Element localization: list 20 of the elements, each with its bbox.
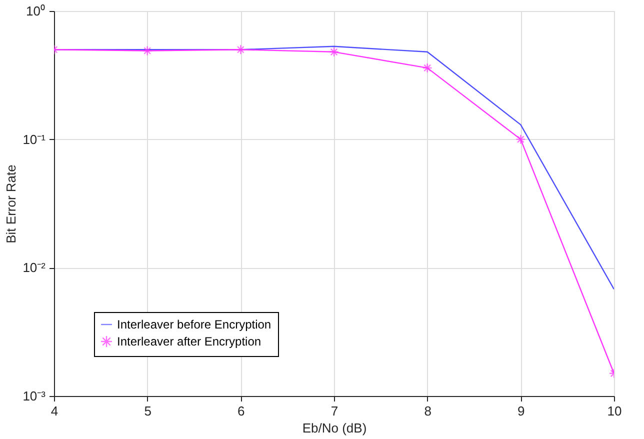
x-tick-label: 5 <box>144 404 152 418</box>
x-tick-label: 6 <box>238 404 245 418</box>
x-tick-label: 10 <box>607 404 622 418</box>
x-tick-label: 4 <box>50 404 58 418</box>
legend-label: Interleaver after Encryption <box>117 334 262 348</box>
x-axis-title: Eb/No (dB) <box>302 420 367 436</box>
y-axis-title: Bit Error Rate <box>4 164 19 244</box>
y-tick-label: 10⁻³ <box>22 388 46 404</box>
x-tick-label: 7 <box>330 404 338 418</box>
x-tick-label: 8 <box>424 404 432 418</box>
y-tick-label: 10⁻¹ <box>22 132 46 147</box>
y-tick-label: 10⁰ <box>26 4 46 18</box>
x-tick-label: 9 <box>518 404 525 418</box>
point <box>236 44 246 55</box>
point <box>516 134 526 144</box>
point <box>142 46 152 56</box>
point <box>422 62 432 74</box>
legend-label: Interleaver before Encryption <box>117 318 272 332</box>
y-tick-label: 10⁻² <box>22 260 46 276</box>
point <box>328 46 340 57</box>
